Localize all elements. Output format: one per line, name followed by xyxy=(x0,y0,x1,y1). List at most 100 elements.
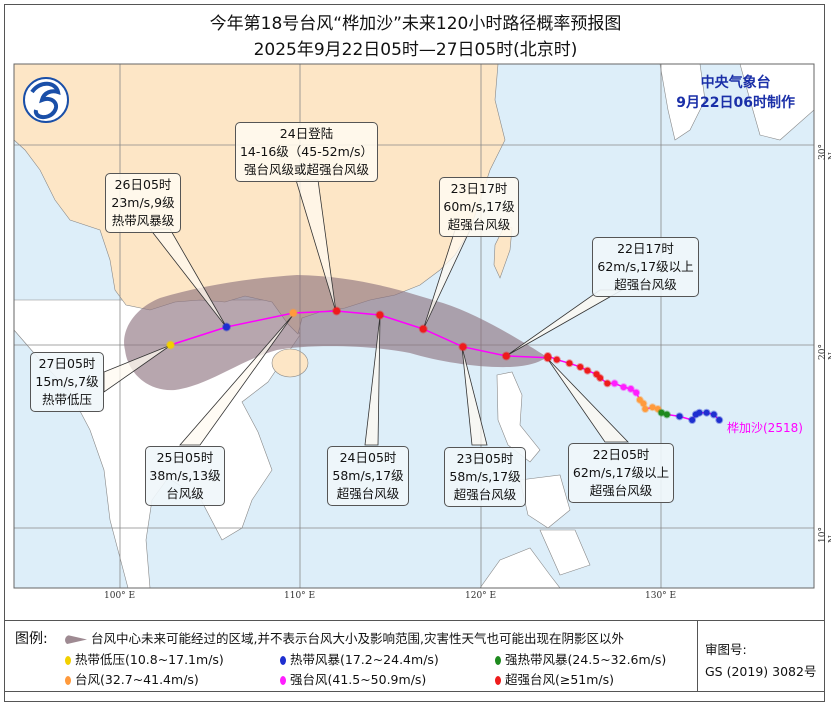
legend-label: 强台风(41.5~50.9m/s) xyxy=(290,672,427,687)
callout-time: 25日05时 xyxy=(156,450,214,465)
forecast-track-point xyxy=(332,306,342,316)
callout-time: 23日05时 xyxy=(456,451,514,466)
callout-level: 超强台风级 xyxy=(589,483,653,498)
past-track-point xyxy=(657,408,666,417)
super-ty-dot-icon xyxy=(495,676,501,685)
legend-item-sts: 强热带风暴(24.5~32.6m/s) xyxy=(495,649,666,668)
callout-level: 热带低压 xyxy=(41,392,92,407)
past-track-point xyxy=(688,416,697,425)
callout-23d05: 23日05时 58m/s,17级 超强台风级 xyxy=(444,447,526,507)
lat-label-20: 20° N xyxy=(818,344,831,360)
legend-item-super-ty: 超强台风(≥51m/s) xyxy=(495,669,614,688)
map-title: 今年第18号台风“桦加沙”未来120小时路径概率预报图 xyxy=(209,14,622,34)
past-track-point xyxy=(576,362,585,371)
legend-divider xyxy=(697,621,698,691)
forecast-track-point xyxy=(458,342,468,352)
past-track-point xyxy=(552,355,561,364)
agency-stamp: 中央气象台 9月22日06时制作 xyxy=(676,73,795,113)
callout-time: 27日05时 xyxy=(38,356,96,371)
forecast-track-point xyxy=(375,310,385,320)
past-track-point xyxy=(635,395,644,404)
legend-cone: 台风中心未来可能经过的区域,并不表示台风大小及影响范围,灾害性天气也可能出现在阴… xyxy=(65,628,624,647)
legend-label: 台风(32.7~41.4m/s) xyxy=(75,672,199,687)
issue-time: 9月22日06时制作 xyxy=(676,95,795,111)
review-label: 审图号: xyxy=(705,642,747,657)
callout-26d05: 26日05时 23m/s,9级 热带风暴级 xyxy=(105,173,181,233)
legend-item-td: 热带低压(10.8~17.1m/s) xyxy=(65,649,224,668)
map-subtitle: 2025年9月22日05时—27日05时(北京时) xyxy=(253,40,578,60)
sty-dot-icon xyxy=(280,676,286,685)
legend-item-sty: 强台风(41.5~50.9m/s) xyxy=(280,669,426,688)
past-track-point xyxy=(639,399,648,408)
legend: 图例: 台风中心未来可能经过的区域,并不表示台风大小及影响范围,灾害性天气也可能… xyxy=(5,620,825,692)
borneo-land xyxy=(479,547,561,588)
agency-name: 中央气象台 xyxy=(700,75,771,91)
past-track-point xyxy=(662,410,671,419)
past-track-point xyxy=(709,410,718,419)
forecast-track-point xyxy=(166,340,176,350)
lon-label-130: 130° E xyxy=(645,591,677,601)
cma-logo xyxy=(23,77,69,123)
legend-title: 图例: xyxy=(15,631,48,647)
past-track-point xyxy=(626,384,635,393)
past-track-point xyxy=(648,403,657,412)
past-track xyxy=(543,351,724,425)
callout-25d05: 25日05时 38m/s,13级 台风级 xyxy=(145,446,225,506)
past-track-point xyxy=(695,408,704,417)
callout-wind: 62m/s,17级以上 xyxy=(597,259,694,274)
forecast-track xyxy=(166,306,553,363)
callout-level: 台风级 xyxy=(166,486,204,501)
past-track-point xyxy=(715,416,724,425)
legend-label: 超强台风(≥51m/s) xyxy=(505,672,615,687)
past-track-point xyxy=(596,373,605,382)
forecast-track-point xyxy=(543,353,553,363)
callout-wind: 23m/s,9级 xyxy=(111,195,175,210)
lon-label-120: 120° E xyxy=(465,591,497,601)
forecast-track-point xyxy=(501,351,511,361)
forecast-track-point xyxy=(288,308,298,318)
cone-swatch-icon xyxy=(65,634,87,645)
hainan-island xyxy=(271,348,309,378)
legend-label: 热带低压(10.8~17.1m/s) xyxy=(75,652,224,667)
callout-23d17: 23日17时 60m/s,17级 超强台风级 xyxy=(439,177,519,237)
callout-time: 24日05时 xyxy=(339,450,397,465)
td-dot-icon xyxy=(65,656,71,665)
callout-24d05: 24日05时 58m/s,17级 超强台风级 xyxy=(327,446,409,506)
callout-landfall: 24日登陆 14-16级（45-52m/s） 强台风级或超强台风级 xyxy=(235,122,378,182)
ty-dot-icon xyxy=(65,676,71,685)
philippines-land xyxy=(496,371,591,576)
lat-label-10: 10° N xyxy=(818,527,831,543)
callout-wind: 38m/s,13级 xyxy=(149,468,221,483)
past-track-point xyxy=(592,370,601,379)
callout-22d17: 22日17时 62m/s,17级以上 超强台风级 xyxy=(592,237,699,297)
callout-wind: 15m/s,7级 xyxy=(35,374,99,389)
ts-dot-icon xyxy=(280,656,286,665)
past-track-point xyxy=(641,405,650,414)
past-track-point xyxy=(603,379,612,388)
past-track-point xyxy=(702,408,711,417)
callout-time: 23日17时 xyxy=(450,181,508,196)
legend-item-ty: 台风(32.7~41.4m/s) xyxy=(65,669,199,688)
callout-time: 26日05时 xyxy=(114,177,172,192)
callout-level: 超强台风级 xyxy=(336,486,400,501)
forecast-track-point xyxy=(221,322,231,332)
callout-level: 超强台风级 xyxy=(447,217,511,232)
callout-wind: 60m/s,17级 xyxy=(443,199,515,214)
past-track-point xyxy=(610,379,619,388)
legend-label: 强热带风暴(24.5~32.6m/s) xyxy=(505,652,667,667)
frame xyxy=(4,4,825,702)
past-track-point xyxy=(675,412,684,421)
legend-item-ts: 热带风暴(17.2~24.4m/s) xyxy=(280,649,439,668)
past-track-point xyxy=(632,388,641,397)
lat-label-30: 30° N xyxy=(818,144,831,160)
callout-wind: 62m/s,17级以上 xyxy=(572,465,670,480)
callout-level: 超强台风级 xyxy=(614,277,677,292)
past-track-point xyxy=(583,366,592,375)
review-number: GS (2019) 3082号 xyxy=(705,664,817,679)
past-track-point xyxy=(565,359,574,368)
callout-level: 超强台风级 xyxy=(453,487,517,502)
legend-cone-text: 台风中心未来可能经过的区域,并不表示台风大小及影响范围,灾害性天气也可能出现在阴… xyxy=(91,631,624,646)
typhoon-name-label: 桦加沙(2518) xyxy=(727,421,803,435)
past-track-point xyxy=(653,405,662,414)
callout-wind: 14-16级（45-52m/s） xyxy=(239,144,374,159)
